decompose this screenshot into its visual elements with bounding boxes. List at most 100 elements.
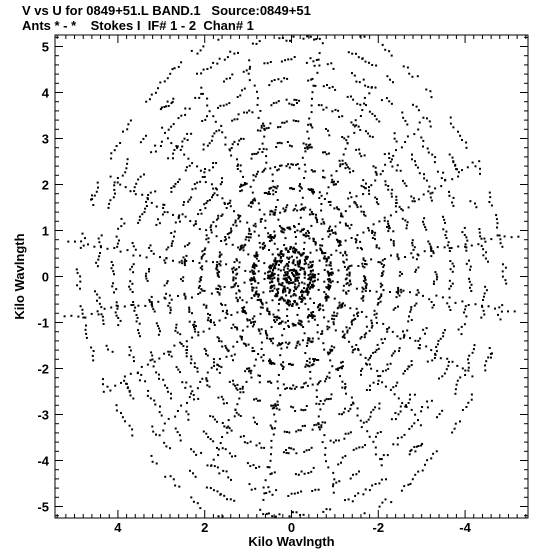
uv-point — [136, 371, 139, 374]
uv-point — [328, 86, 331, 89]
uv-point — [148, 98, 151, 101]
uv-point — [249, 185, 252, 188]
uv-point — [166, 280, 169, 283]
uv-point — [270, 453, 272, 456]
uv-point — [483, 292, 486, 295]
uv-point — [260, 341, 263, 344]
uv-point — [310, 311, 313, 314]
uv-point — [176, 146, 178, 149]
uv-point — [467, 304, 470, 306]
uv-point — [270, 286, 272, 289]
uv-point — [138, 322, 141, 325]
uv-point — [259, 312, 262, 315]
uv-point — [246, 221, 249, 224]
uv-point — [315, 38, 318, 41]
uv-point — [417, 470, 420, 473]
uv-point — [311, 264, 313, 267]
uv-point — [318, 259, 321, 262]
uv-point — [327, 273, 330, 276]
uv-point — [457, 130, 459, 133]
uv-point — [365, 287, 368, 290]
uv-point — [132, 271, 135, 274]
uv-point — [203, 175, 206, 178]
uv-point — [363, 213, 365, 216]
uv-point — [301, 281, 304, 284]
uv-point — [221, 303, 224, 306]
uv-point — [309, 279, 312, 282]
uv-point — [216, 188, 218, 191]
uv-point — [299, 429, 302, 432]
uv-point — [362, 257, 365, 260]
uv-point — [146, 394, 149, 397]
uv-point — [348, 167, 351, 170]
uv-point — [305, 258, 308, 260]
uv-point — [432, 283, 435, 285]
uv-point — [239, 391, 242, 394]
uv-point — [411, 239, 414, 242]
uv-point — [301, 293, 304, 296]
uv-point — [299, 183, 301, 186]
uv-point — [268, 249, 270, 251]
uv-point — [272, 193, 275, 196]
uv-point — [258, 329, 261, 332]
uv-point — [482, 299, 484, 301]
uv-point — [330, 393, 333, 396]
uv-point — [218, 129, 221, 132]
uv-point — [302, 296, 305, 299]
uv-point — [117, 324, 120, 327]
uv-point — [209, 320, 212, 323]
uv-point — [297, 272, 300, 275]
uv-point — [290, 295, 292, 298]
uv-point — [134, 248, 137, 251]
uv-point — [422, 328, 425, 331]
uv-point — [251, 317, 254, 320]
uv-point — [342, 153, 345, 156]
uv-point — [321, 218, 324, 221]
uv-point — [155, 462, 158, 465]
uv-point — [303, 450, 306, 453]
uv-point — [114, 192, 116, 195]
uv-point — [206, 380, 209, 383]
uv-point — [421, 406, 424, 408]
uv-point — [416, 75, 419, 78]
uv-point — [377, 302, 380, 304]
uv-point — [333, 297, 336, 300]
uv-point — [311, 77, 314, 80]
uv-point — [345, 268, 348, 271]
uv-point — [329, 281, 332, 284]
uv-point — [368, 489, 371, 492]
uv-point — [398, 349, 400, 352]
uv-point — [347, 289, 350, 292]
uv-point — [306, 130, 309, 133]
uv-point — [277, 253, 280, 256]
uv-point — [257, 270, 260, 273]
uv-point — [209, 319, 212, 321]
uv-point — [384, 369, 387, 372]
uv-point — [267, 271, 269, 274]
uv-point — [253, 398, 255, 401]
uv-point — [307, 188, 310, 191]
uv-point — [76, 271, 79, 274]
uv-point — [310, 111, 313, 114]
uv-point — [312, 358, 315, 360]
uv-point — [409, 337, 411, 340]
uv-point — [238, 216, 241, 219]
uv-point — [430, 349, 433, 352]
uv-point — [282, 289, 284, 292]
uv-point — [390, 354, 393, 357]
uv-point — [319, 244, 322, 247]
uv-point — [177, 215, 180, 218]
uv-point — [256, 90, 258, 93]
uv-point — [256, 97, 259, 100]
uv-point — [246, 367, 248, 370]
uv-point — [395, 140, 398, 143]
uv-point — [325, 508, 328, 511]
uv-point — [417, 166, 419, 169]
uv-point — [330, 273, 333, 276]
uv-point — [469, 286, 471, 289]
uv-point — [162, 203, 165, 206]
uv-point — [341, 386, 344, 389]
uv-point — [336, 239, 339, 242]
uv-point — [375, 246, 378, 249]
uv-point — [253, 294, 256, 297]
